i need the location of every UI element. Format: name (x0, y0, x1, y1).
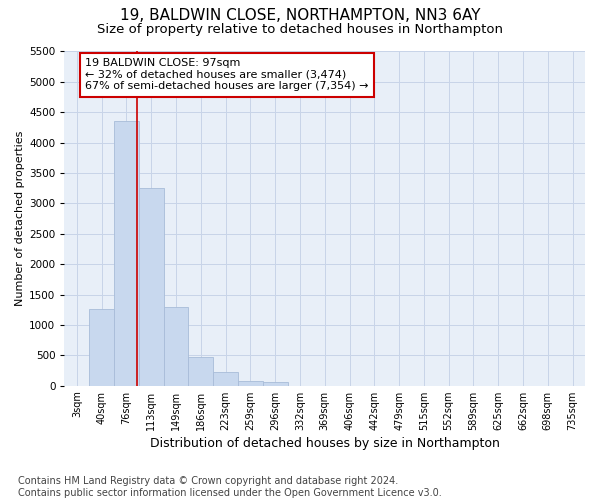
Bar (213, 372, 238, 386)
Text: Contains HM Land Registry data © Crown copyright and database right 2024.
Contai: Contains HM Land Registry data © Crown c… (18, 476, 442, 498)
Bar (114, 122, 139, 386)
Text: Size of property relative to detached houses in Northampton: Size of property relative to detached ho… (97, 22, 503, 36)
Y-axis label: Number of detached properties: Number of detached properties (15, 131, 25, 306)
Bar (164, 306, 188, 386)
Bar (263, 382, 287, 386)
Text: 19 BALDWIN CLOSE: 97sqm
← 32% of detached houses are smaller (3,474)
67% of semi: 19 BALDWIN CLOSE: 97sqm ← 32% of detache… (85, 58, 369, 92)
Bar (89, 308, 114, 386)
Text: 19, BALDWIN CLOSE, NORTHAMPTON, NN3 6AY: 19, BALDWIN CLOSE, NORTHAMPTON, NN3 6AY (120, 8, 480, 22)
Bar (238, 381, 263, 386)
X-axis label: Distribution of detached houses by size in Northampton: Distribution of detached houses by size … (150, 437, 500, 450)
Bar (139, 188, 164, 386)
Bar (188, 356, 213, 386)
